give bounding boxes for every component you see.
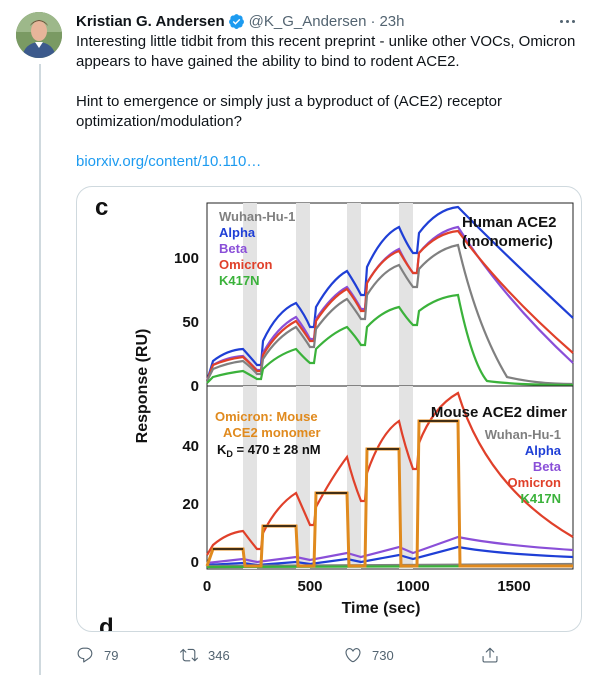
bottom-legend-beta: Beta [533, 459, 562, 474]
x-tick-1000: 1000 [396, 578, 429, 595]
top-curve-omicron [205, 229, 574, 382]
bottom-legend-wuhan: Wuhan-Hu-1 [485, 427, 561, 442]
bottom-panel: Omicron: Mouse ACE2 monomer KD = 470 ± 2… [182, 385, 574, 571]
top-panel: Wuhan-Hu-1 Alpha Beta Omicron K417N Huma… [174, 202, 574, 395]
bottom-curve-omicron [206, 391, 574, 556]
bottom-curve-beta [206, 535, 574, 565]
more-options-icon[interactable] [556, 12, 578, 30]
top-legend-omicron: Omicron [219, 257, 273, 272]
bottom-legend-alpha: Alpha [525, 443, 562, 458]
top-legend-wuhan: Wuhan-Hu-1 [219, 209, 295, 224]
top-curve-alpha [205, 205, 574, 382]
tweet-header: Kristian G. Andersen @K_G_Andersen · 23h [76, 10, 582, 32]
tweet-image[interactable]: c Wuhan-Hu-1 Alpha Beta Omicron [76, 186, 582, 632]
omicron-mouse-label-1: Omicron: Mouse [215, 409, 318, 424]
top-panel-title-1: Human ACE2 [462, 214, 556, 231]
top-curve-wuhan [206, 243, 574, 386]
reply-button[interactable]: 79 [76, 645, 118, 665]
tweet: Kristian G. Andersen @K_G_Andersen · 23h… [76, 10, 582, 663]
thread-line [39, 64, 41, 675]
reply-icon [77, 647, 93, 663]
bottom-y-tick-20: 20 [182, 496, 199, 513]
bottom-panel-title: Mouse ACE2 dimer [431, 404, 567, 421]
x-tick-1500: 1500 [497, 578, 530, 595]
like-button[interactable]: 730 [344, 645, 394, 665]
x-tick-500: 500 [297, 578, 322, 595]
bottom-legend-omicron: Omicron [508, 475, 562, 490]
top-y-tick-50: 50 [182, 314, 199, 331]
panel-label-d: d [99, 614, 114, 631]
bottom-y-tick-40: 40 [182, 438, 199, 455]
author-name[interactable]: Kristian G. Andersen [76, 12, 225, 30]
bottom-curve-wuhan [206, 562, 574, 568]
tweet-text: Interesting little tidbit from this rece… [76, 32, 582, 172]
retweet-count: 346 [208, 647, 230, 663]
tweet-paragraph-2: Hint to emergence or simply just a bypro… [76, 93, 503, 130]
share-button[interactable] [481, 645, 499, 665]
like-icon [345, 648, 361, 663]
panel-label-c: c [95, 194, 108, 221]
retweet-button[interactable]: 346 [180, 645, 230, 665]
binding-kinetics-figure: c Wuhan-Hu-1 Alpha Beta Omicron [95, 194, 574, 631]
author-avatar[interactable] [16, 12, 62, 58]
bottom-curve-omicron-mouse-fit [213, 420, 458, 550]
share-icon [482, 647, 498, 663]
kd-label: KD = 470 ± 28 nM [217, 442, 321, 459]
verified-badge-icon [228, 13, 244, 29]
tweet-paragraph-1: Interesting little tidbit from this rece… [76, 33, 576, 70]
bottom-y-tick-0: 0 [191, 554, 199, 571]
top-legend-alpha: Alpha [219, 225, 256, 240]
x-tick-0: 0 [203, 578, 211, 595]
y-axis-label: Response (RU) [134, 329, 151, 444]
tweet-time[interactable]: 23h [379, 12, 405, 30]
top-y-tick-0: 0 [191, 378, 199, 395]
top-y-tick-100: 100 [174, 250, 199, 267]
top-curve-k417n [206, 293, 574, 387]
top-panel-title-2: (monomeric) [462, 233, 553, 250]
retweet-icon [180, 648, 198, 662]
separator-dot: · [370, 12, 376, 30]
bottom-legend-k417n: K417N [521, 491, 561, 506]
reply-count: 79 [104, 647, 119, 663]
like-count: 730 [372, 647, 394, 663]
author-handle[interactable]: @K_G_Andersen [248, 12, 367, 30]
top-legend-k417n: K417N [219, 273, 259, 288]
omicron-mouse-label-2: ACE2 monomer [223, 425, 321, 440]
bottom-curve-alpha [206, 545, 574, 567]
tweet-actions: 79 346 730 [76, 645, 516, 665]
x-axis-label: Time (sec) [342, 600, 421, 617]
tweet-link[interactable]: biorxiv.org/content/10.110… [76, 153, 262, 170]
top-legend-beta: Beta [219, 241, 248, 256]
avatar-image [16, 12, 62, 58]
